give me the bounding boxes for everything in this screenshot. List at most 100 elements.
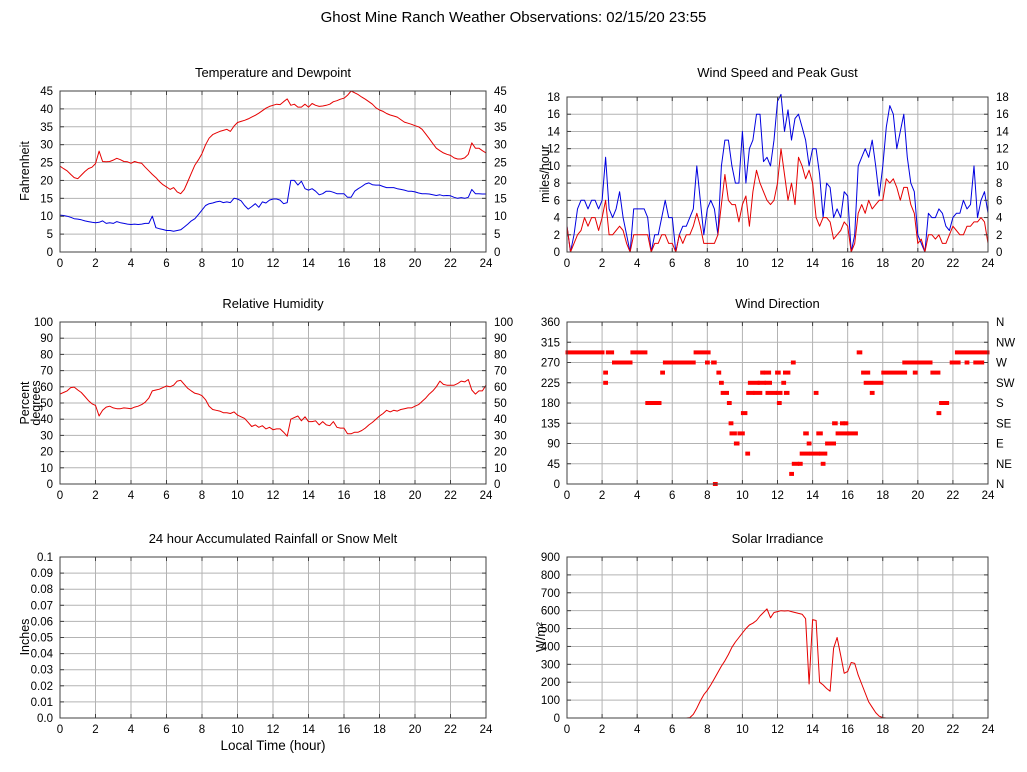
- x-tick-label: 20: [911, 724, 924, 736]
- y-tick-label: 10: [40, 463, 53, 475]
- x-tick-label: 24: [982, 258, 995, 270]
- wind-direction-marker: [693, 350, 711, 355]
- wind-direction-marker: [662, 360, 696, 365]
- right-tick-label: 80: [494, 349, 507, 361]
- y-tick-label: 8: [554, 178, 560, 190]
- wind-direction-marker: [912, 370, 918, 375]
- wind-direction-marker: [719, 380, 724, 385]
- right-tick-label: W: [996, 358, 1007, 370]
- y-tick-label: 16: [547, 109, 560, 121]
- y-tick-label: 14: [547, 126, 560, 138]
- y-tick-label: 800: [541, 570, 560, 582]
- x-tick-label: 12: [771, 724, 784, 736]
- wind-direction-marker: [705, 360, 710, 365]
- y-tick-label: 20: [40, 175, 53, 187]
- right-tick-label: 30: [494, 140, 507, 152]
- right-tick-label: 10: [494, 211, 507, 223]
- wind-direction-marker: [954, 350, 990, 355]
- y-tick-label: 80: [40, 349, 53, 361]
- right-tick-label: 50: [494, 398, 507, 410]
- wind-direction-marker: [716, 370, 722, 375]
- wind-direction-marker: [832, 421, 838, 426]
- wind-direction-marker: [809, 451, 821, 456]
- x-tick-label: 24: [480, 258, 493, 270]
- right-tick-label: NW: [996, 337, 1015, 349]
- wind-direction-marker: [630, 350, 648, 355]
- x-tick-label: 2: [92, 258, 98, 270]
- y-tick-label: 0.06: [31, 616, 53, 628]
- x-tick-label: 6: [163, 724, 169, 736]
- right-tick-label: 4: [996, 213, 1003, 225]
- x-tick-label: 2: [599, 490, 605, 502]
- x-tick-label: 4: [128, 258, 135, 270]
- wind-direction-marker: [949, 360, 961, 365]
- x-tick-label: 0: [57, 258, 63, 270]
- x-tick-label: 10: [736, 490, 749, 502]
- x-axis-label-local-time: Local Time (hour): [220, 738, 326, 753]
- chart-solar: 0 2 4 6 8 10 12 14 16 18 20 22 240100200300400500600…: [541, 552, 995, 736]
- right-tick-label: 0: [494, 479, 500, 491]
- y-tick-label: 0.03: [31, 665, 53, 677]
- wind-direction-marker: [783, 390, 790, 395]
- x-tick-label: 8: [199, 258, 205, 270]
- x-tick-label: 20: [911, 258, 924, 270]
- wind-direction-marker: [881, 370, 908, 375]
- x-tick-label: 22: [947, 258, 960, 270]
- x-tick-label: 22: [444, 490, 457, 502]
- wind-direction-marker: [790, 360, 796, 365]
- x-tick-label: 2: [92, 490, 98, 502]
- x-tick-label: 4: [634, 258, 641, 270]
- x-tick-label: 10: [736, 724, 749, 736]
- x-tick-label: 24: [982, 490, 995, 502]
- x-tick-label: 12: [267, 490, 280, 502]
- right-tick-label: 60: [494, 382, 507, 394]
- x-tick-label: 22: [947, 490, 960, 502]
- y-tick-label: 40: [40, 414, 53, 426]
- right-tick-label: 40: [494, 414, 507, 426]
- x-tick-label: 20: [911, 490, 924, 502]
- y-tick-label: 200: [541, 677, 560, 689]
- wind-direction-marker: [847, 431, 858, 436]
- wind-direction-marker: [803, 431, 809, 436]
- y-tick-label: 25: [40, 158, 53, 170]
- wind-direction-marker: [797, 461, 803, 466]
- wind-direction-marker: [747, 380, 760, 385]
- x-tick-label: 8: [199, 490, 205, 502]
- y-tick-label: 100: [541, 695, 560, 707]
- y-tick-label: 45: [40, 86, 53, 98]
- y-tick-label: 2: [554, 230, 560, 242]
- wind-direction-marker: [806, 441, 812, 446]
- wind-direction-marker: [605, 350, 615, 355]
- right-tick-label: 0: [996, 247, 1002, 259]
- right-tick-label: E: [996, 439, 1004, 451]
- x-tick-label: 0: [564, 258, 570, 270]
- y-tick-label: 0: [47, 479, 53, 491]
- right-tick-label: 12: [996, 144, 1009, 156]
- y-tick-label: 5: [47, 229, 53, 241]
- y-tick-label: 500: [541, 624, 560, 636]
- wind-direction-marker: [973, 360, 979, 365]
- wind-direction-marker: [711, 360, 717, 365]
- wind-direction-marker: [813, 390, 819, 395]
- wind-direction-marker: [660, 370, 665, 375]
- right-tick-label: 20: [494, 175, 507, 187]
- y-tick-label: 0.08: [31, 584, 53, 596]
- chart-title-rainfall: 24 hour Accumulated Rainfall or Snow Mel…: [148, 531, 398, 546]
- x-tick-label: 12: [771, 490, 784, 502]
- right-tick-label: 70: [494, 366, 507, 378]
- y-tick-label: 0.02: [31, 681, 53, 693]
- y-tick-label: 0.07: [31, 600, 53, 612]
- y-tick-label: 60: [40, 382, 53, 394]
- right-tick-label: 2: [996, 230, 1002, 242]
- x-tick-label: 12: [267, 724, 280, 736]
- x-tick-label: 10: [231, 490, 244, 502]
- wind-direction-marker: [776, 401, 782, 405]
- x-tick-label: 18: [373, 724, 386, 736]
- x-tick-label: 16: [338, 724, 351, 736]
- x-tick-label: 16: [338, 490, 351, 502]
- x-tick-label: 24: [982, 724, 995, 736]
- wind-direction-marker: [720, 390, 729, 395]
